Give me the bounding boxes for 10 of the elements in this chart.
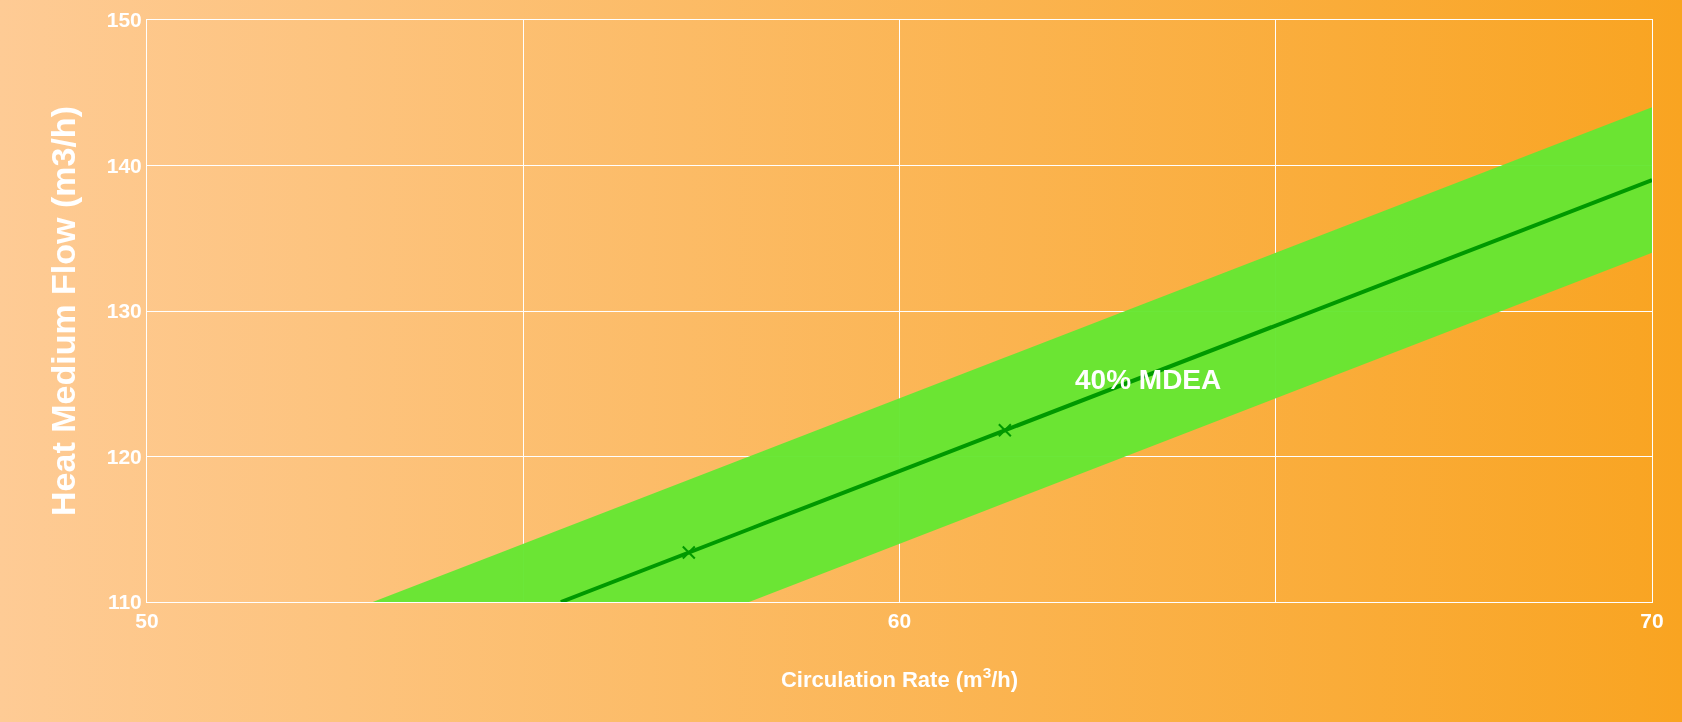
line-series — [558, 178, 1652, 602]
y-tick-label: 120 — [106, 444, 142, 468]
annotation: 40% MDEA — [1075, 364, 1222, 395]
y-tick-label: 130 — [106, 299, 142, 323]
y-axis-title: Heat Medium Flow (m3/h) — [44, 106, 83, 516]
x-tick-label: 70 — [1640, 609, 1664, 633]
y-tick-label: 140 — [106, 153, 142, 177]
x-axis-title: Circulation Rate (m$^{3}$/h) — [780, 663, 1019, 693]
y-tick-label: 150 — [106, 8, 142, 32]
x-tick-label: 60 — [887, 609, 912, 633]
